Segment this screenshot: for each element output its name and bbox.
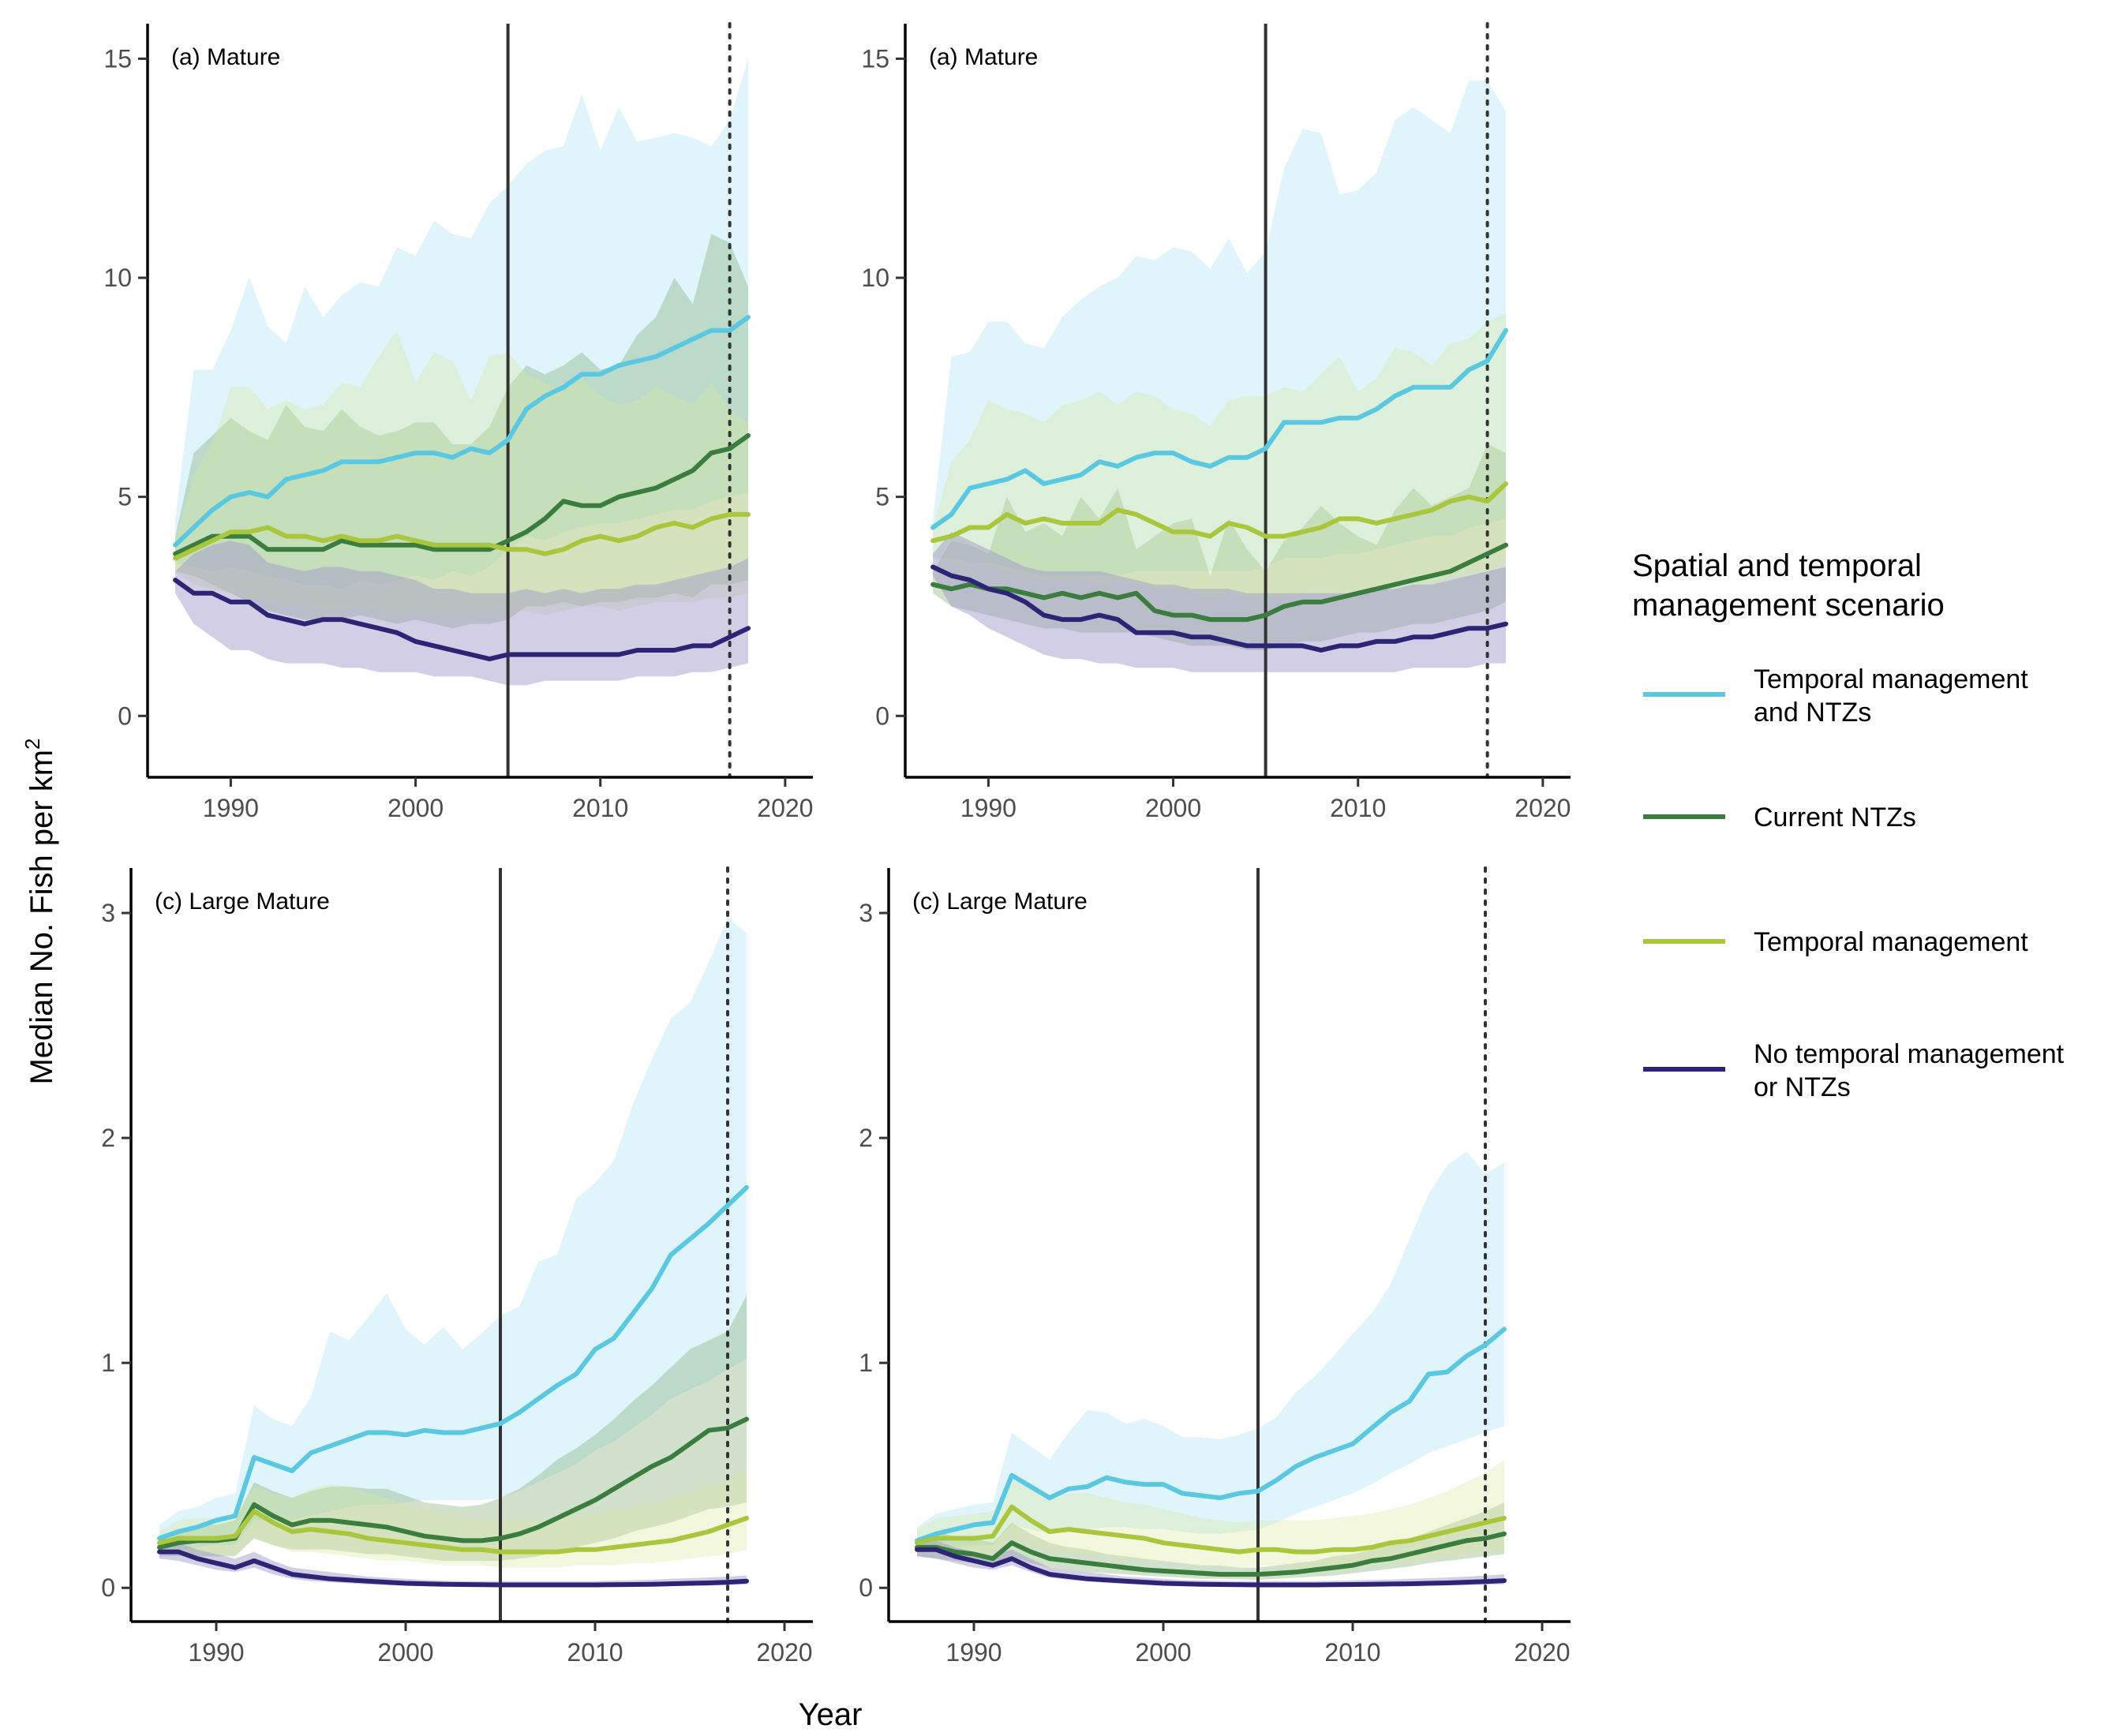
x-tick-label: 2000 (1145, 794, 1201, 822)
panel-label: (c) Large Mature (155, 889, 330, 915)
legend-label: Temporal management (1754, 927, 2028, 957)
line-current-ntz (173, 432, 751, 556)
y-tick-label: 1 (859, 1349, 873, 1377)
y-tick-label: 10 (861, 264, 889, 292)
line-temporal-ntz (930, 327, 1508, 530)
y-tick-label: 0 (118, 702, 132, 730)
line-none (157, 1549, 749, 1588)
y-axis-title-main: Median No. Fish per km (24, 750, 59, 1085)
panel-1: 1990 2000 2010 2020 0 5 10 15 (a) Mature (103, 22, 813, 822)
legend-item-temporal-ntz: Temporal management and NTZs (1643, 664, 2028, 728)
ribbon-current-ntz (159, 1295, 747, 1561)
panel-label: (c) Large Mature (912, 889, 1088, 915)
ribbon-temporal (917, 1459, 1504, 1568)
legend-label-line2: or NTZs (1754, 1072, 1851, 1102)
ribbon-temporal (933, 312, 1506, 598)
y-tick-label: 5 (118, 483, 132, 511)
ribbon-temporal (159, 1468, 747, 1568)
line-current-ntz (930, 542, 1508, 623)
y-tick-label: 5 (875, 483, 889, 511)
ribbons (175, 58, 749, 686)
legend-label: Current NTZs (1754, 803, 1916, 832)
legend-items: Temporal management and NTZs Current NTZs T… (1643, 664, 2065, 1102)
x-tick-label: 2000 (388, 794, 444, 822)
line-temporal-ntz (173, 315, 751, 548)
y-tick-label: 10 (103, 264, 132, 292)
ribbon-temporal-ntz (175, 58, 749, 589)
y-tick-label: 15 (861, 44, 889, 73)
panel-label: (a) Mature (929, 44, 1038, 70)
line-temporal-ntz (915, 1326, 1507, 1543)
x-tick-label: 2010 (1324, 1638, 1380, 1667)
x-tick-label: 1990 (945, 1638, 1002, 1667)
legend-label-line2: and NTZs (1754, 698, 1871, 728)
legend-label-line1: Temporal management (1754, 664, 2028, 694)
legend: Spatial and temporal management scenario… (1632, 548, 2065, 1102)
y-tick-label: 3 (101, 899, 115, 927)
line-temporal (173, 511, 751, 561)
x-tick-label: 2010 (1330, 794, 1386, 822)
ribbon-none (933, 532, 1506, 672)
ribbon-temporal-ntz (933, 80, 1506, 576)
series-lines (173, 315, 751, 662)
y-axis-title-superscript: 2 (21, 738, 44, 749)
line-temporal (930, 481, 1508, 544)
y-tick-label: 0 (101, 1573, 115, 1602)
panel-2: 1990 2000 2010 2020 0 5 10 15 (a) Mature (861, 22, 1571, 822)
x-tick-label: 2020 (1514, 1638, 1570, 1667)
y-tick-label: 2 (859, 1124, 873, 1152)
x-tick-label: 2000 (377, 1638, 433, 1667)
line-none (915, 1547, 1507, 1588)
line-none (930, 564, 1508, 653)
series-lines (915, 1326, 1507, 1588)
legend-item-current-ntz: Current NTZs (1643, 803, 1916, 832)
y-tick-label: 0 (859, 1573, 873, 1602)
legend-title-line1: Spatial and temporal (1632, 548, 1922, 583)
y-tick-label: 2 (101, 1124, 115, 1152)
ribbon-temporal-ntz (917, 1151, 1504, 1550)
panel-4: 1990 2000 2010 2020 0 1 2 3 (c) Large Mature (859, 866, 1571, 1667)
x-tick-label: 1990 (188, 1638, 244, 1667)
line-temporal (157, 1509, 749, 1555)
y-tick-label: 15 (103, 44, 132, 73)
x-tick-label: 2020 (756, 1638, 812, 1667)
panel-3: 1990 2000 2010 2020 0 1 2 3 (c) Large Mature (101, 866, 813, 1667)
line-current-ntz (915, 1531, 1507, 1577)
series-lines (930, 327, 1508, 653)
x-tick-label: 2020 (757, 794, 813, 822)
ribbon-current-ntz (175, 234, 749, 629)
y-tick-label: 0 (875, 702, 889, 730)
line-temporal (915, 1504, 1507, 1555)
x-tick-label: 2010 (572, 794, 628, 822)
ribbon-none (175, 541, 749, 686)
ribbon-temporal-ntz (159, 917, 747, 1550)
x-tick-label: 2000 (1135, 1638, 1191, 1667)
x-tick-label: 1990 (960, 794, 1017, 822)
y-tick-label: 1 (101, 1349, 115, 1377)
legend-label-line1: No temporal management (1754, 1039, 2065, 1069)
legend-item-temporal: Temporal management (1643, 927, 2028, 957)
line-none (173, 578, 751, 662)
line-temporal-ntz (157, 1184, 749, 1541)
x-tick-label: 2010 (567, 1638, 623, 1667)
legend-title-line2: management scenario (1632, 588, 1945, 623)
line-current-ntz (157, 1416, 749, 1550)
ribbon-temporal (175, 330, 749, 615)
x-tick-label: 2020 (1515, 794, 1571, 822)
series-lines (157, 1184, 749, 1588)
x-tick-label: 1990 (203, 794, 259, 822)
x-axis-title: Year (799, 1697, 863, 1732)
panel-label: (a) Mature (171, 44, 280, 70)
y-tick-label: 3 (859, 899, 873, 927)
y-axis-title: Median No. Fish per km2 (21, 738, 59, 1084)
